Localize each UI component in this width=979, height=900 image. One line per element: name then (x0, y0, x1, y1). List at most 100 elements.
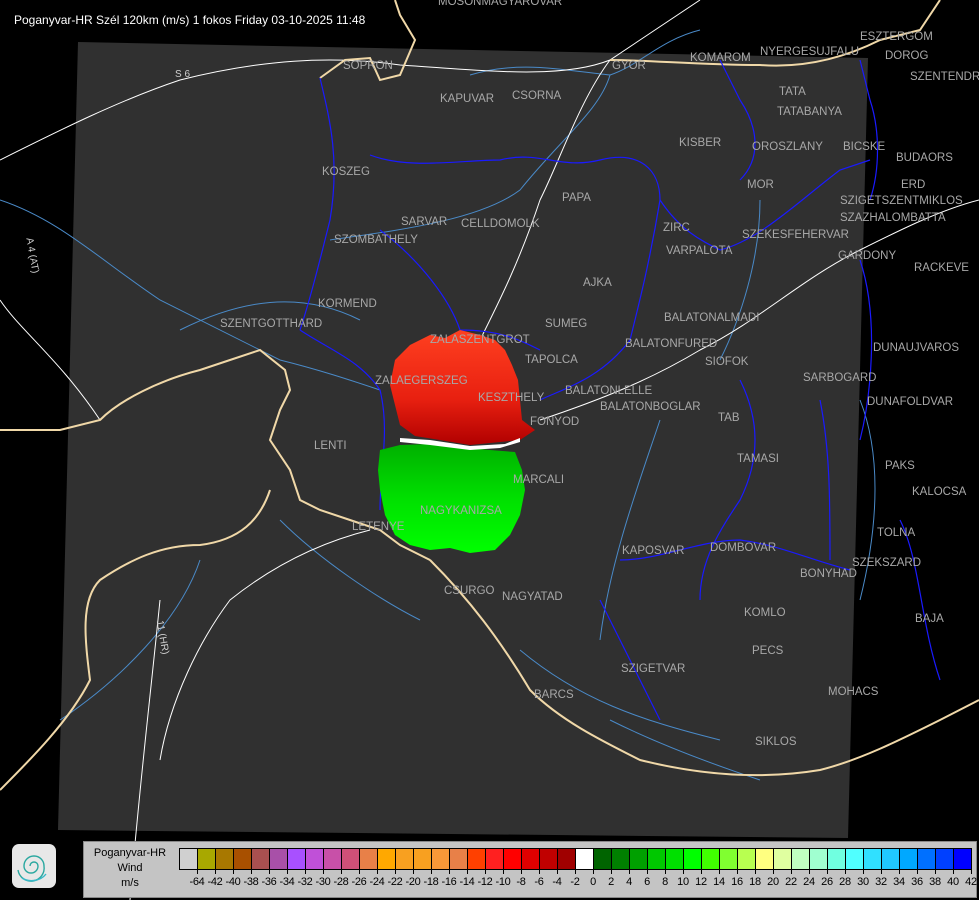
city-label: PAKS (885, 460, 915, 472)
city-label: ZALAEGERSZEG (375, 375, 468, 387)
legend-tick (719, 869, 720, 874)
legend-tick-label: -10 (495, 876, 511, 888)
city-label: CSURGO (444, 585, 495, 597)
legend-unit: m/s (121, 877, 139, 889)
city-label: BARCS (534, 689, 574, 701)
legend-tick (431, 869, 432, 874)
city-label: ZALASZENTGROT (430, 334, 530, 346)
legend-tick (467, 869, 468, 874)
legend-tick (539, 869, 540, 874)
city-label: KESZTHELY (478, 392, 545, 404)
legend-tick-label: -2 (570, 876, 580, 888)
legend-tick (557, 869, 558, 874)
city-label: SOPRON (343, 60, 393, 72)
legend-tick-labels: -64 -42 -40 -38 -36 -34 -32 -30 -28 -26 -24 -22 -20-… (179, 869, 979, 899)
city-label: NAGYATAD (502, 591, 563, 603)
rivers (0, 29, 876, 781)
city-label: SARVAR (401, 216, 448, 228)
legend-tick (485, 869, 486, 874)
city-label: SUMEG (545, 318, 588, 330)
legend-quantity: Wind (117, 862, 143, 874)
city-label: TAMASI (737, 453, 779, 465)
legend-tick-label: 22 (785, 876, 797, 888)
legend-tick (287, 869, 288, 874)
legend-tick-label: 16 (731, 876, 743, 888)
legend-tick-label: 2 (608, 876, 614, 888)
legend-tick (305, 869, 306, 874)
legend-tick-label: 38 (929, 876, 941, 888)
legend-swatch (684, 849, 702, 869)
city-label: RACKEVE (914, 262, 969, 274)
legend-tick (341, 869, 342, 874)
legend-tick-label: -30 (315, 876, 331, 888)
city-label: LETENYE (352, 521, 405, 533)
city-label: AJKA (583, 277, 612, 289)
legend-tick (413, 869, 414, 874)
city-label: SZENTENDRE (910, 71, 979, 83)
legend-tick (233, 869, 234, 874)
legend-swatch (900, 849, 918, 869)
legend-tick (755, 869, 756, 874)
legend-tick (863, 869, 864, 874)
legend-tick-label: -6 (534, 876, 544, 888)
city-label: BALATONFURED (625, 338, 718, 350)
city-label: BALATONLELLE (565, 385, 653, 397)
legend-tick-label: -16 (441, 876, 457, 888)
legend-tick (611, 869, 612, 874)
legend-tick-label: -18 (423, 876, 439, 888)
city-label: TOLNA (877, 527, 916, 539)
legend-tick (521, 869, 522, 874)
legend-tick-label: 32 (875, 876, 887, 888)
legend-swatch (198, 849, 216, 869)
city-label: MOR (747, 179, 774, 191)
legend-swatch (252, 849, 270, 869)
city-label: MOSONMAGYAROVAR (438, 0, 563, 8)
city-label: SZEKESFEHERVAR (742, 229, 849, 241)
city-label: OROSZLANY (752, 141, 823, 153)
legend-tick-label: -14 (459, 876, 475, 888)
city-label: SZENTGOTTHARD (220, 318, 323, 330)
city-label: SZOMBATHELY (334, 234, 418, 246)
legend-tick-label: 40 (947, 876, 959, 888)
legend-tick-label: -36 (261, 876, 277, 888)
legend-swatch (954, 849, 971, 869)
city-label: DUNAUJVAROS (873, 342, 960, 354)
legend-swatch (864, 849, 882, 869)
legend-tick-label: 12 (695, 876, 707, 888)
legend-swatch (522, 849, 540, 869)
city-label: ZIRC (663, 222, 690, 234)
legend-tick (683, 869, 684, 874)
legend-tick (665, 869, 666, 874)
legend-tick-label: -38 (243, 876, 259, 888)
legend-tick-label: -12 (477, 876, 493, 888)
legend-tick-label: 6 (644, 876, 650, 888)
zero-velocity-line (400, 438, 520, 450)
city-label: TAB (718, 412, 740, 424)
city-label: TATABANYA (777, 106, 842, 118)
city-label: BAJA (915, 613, 944, 625)
legend-radar-name: Poganyvar-HR (93, 847, 167, 859)
legend-swatch (216, 849, 234, 869)
legend-tick-label: -64 (189, 876, 205, 888)
city-label: KOMAROM (690, 52, 751, 64)
legend-tick-label: -40 (225, 876, 241, 888)
legend-tick-label: 34 (893, 876, 905, 888)
legend-tick-label: -26 (351, 876, 367, 888)
city-label: DOROG (885, 50, 929, 62)
legend-tick-label: 4 (626, 876, 632, 888)
legend-swatch (396, 849, 414, 869)
legend-swatches (179, 848, 972, 870)
legend-swatch (324, 849, 342, 869)
legend-tick (449, 869, 450, 874)
legend-tick-label: 26 (821, 876, 833, 888)
county-borders (299, 59, 941, 721)
legend-tick-label: 24 (803, 876, 815, 888)
city-label: CELLDOMOLK (461, 218, 540, 230)
legend-tick-label: -34 (279, 876, 295, 888)
legend-swatch (648, 849, 666, 869)
logo-icon (12, 844, 56, 888)
city-label: GARDONY (838, 250, 897, 262)
legend-tick (593, 869, 594, 874)
